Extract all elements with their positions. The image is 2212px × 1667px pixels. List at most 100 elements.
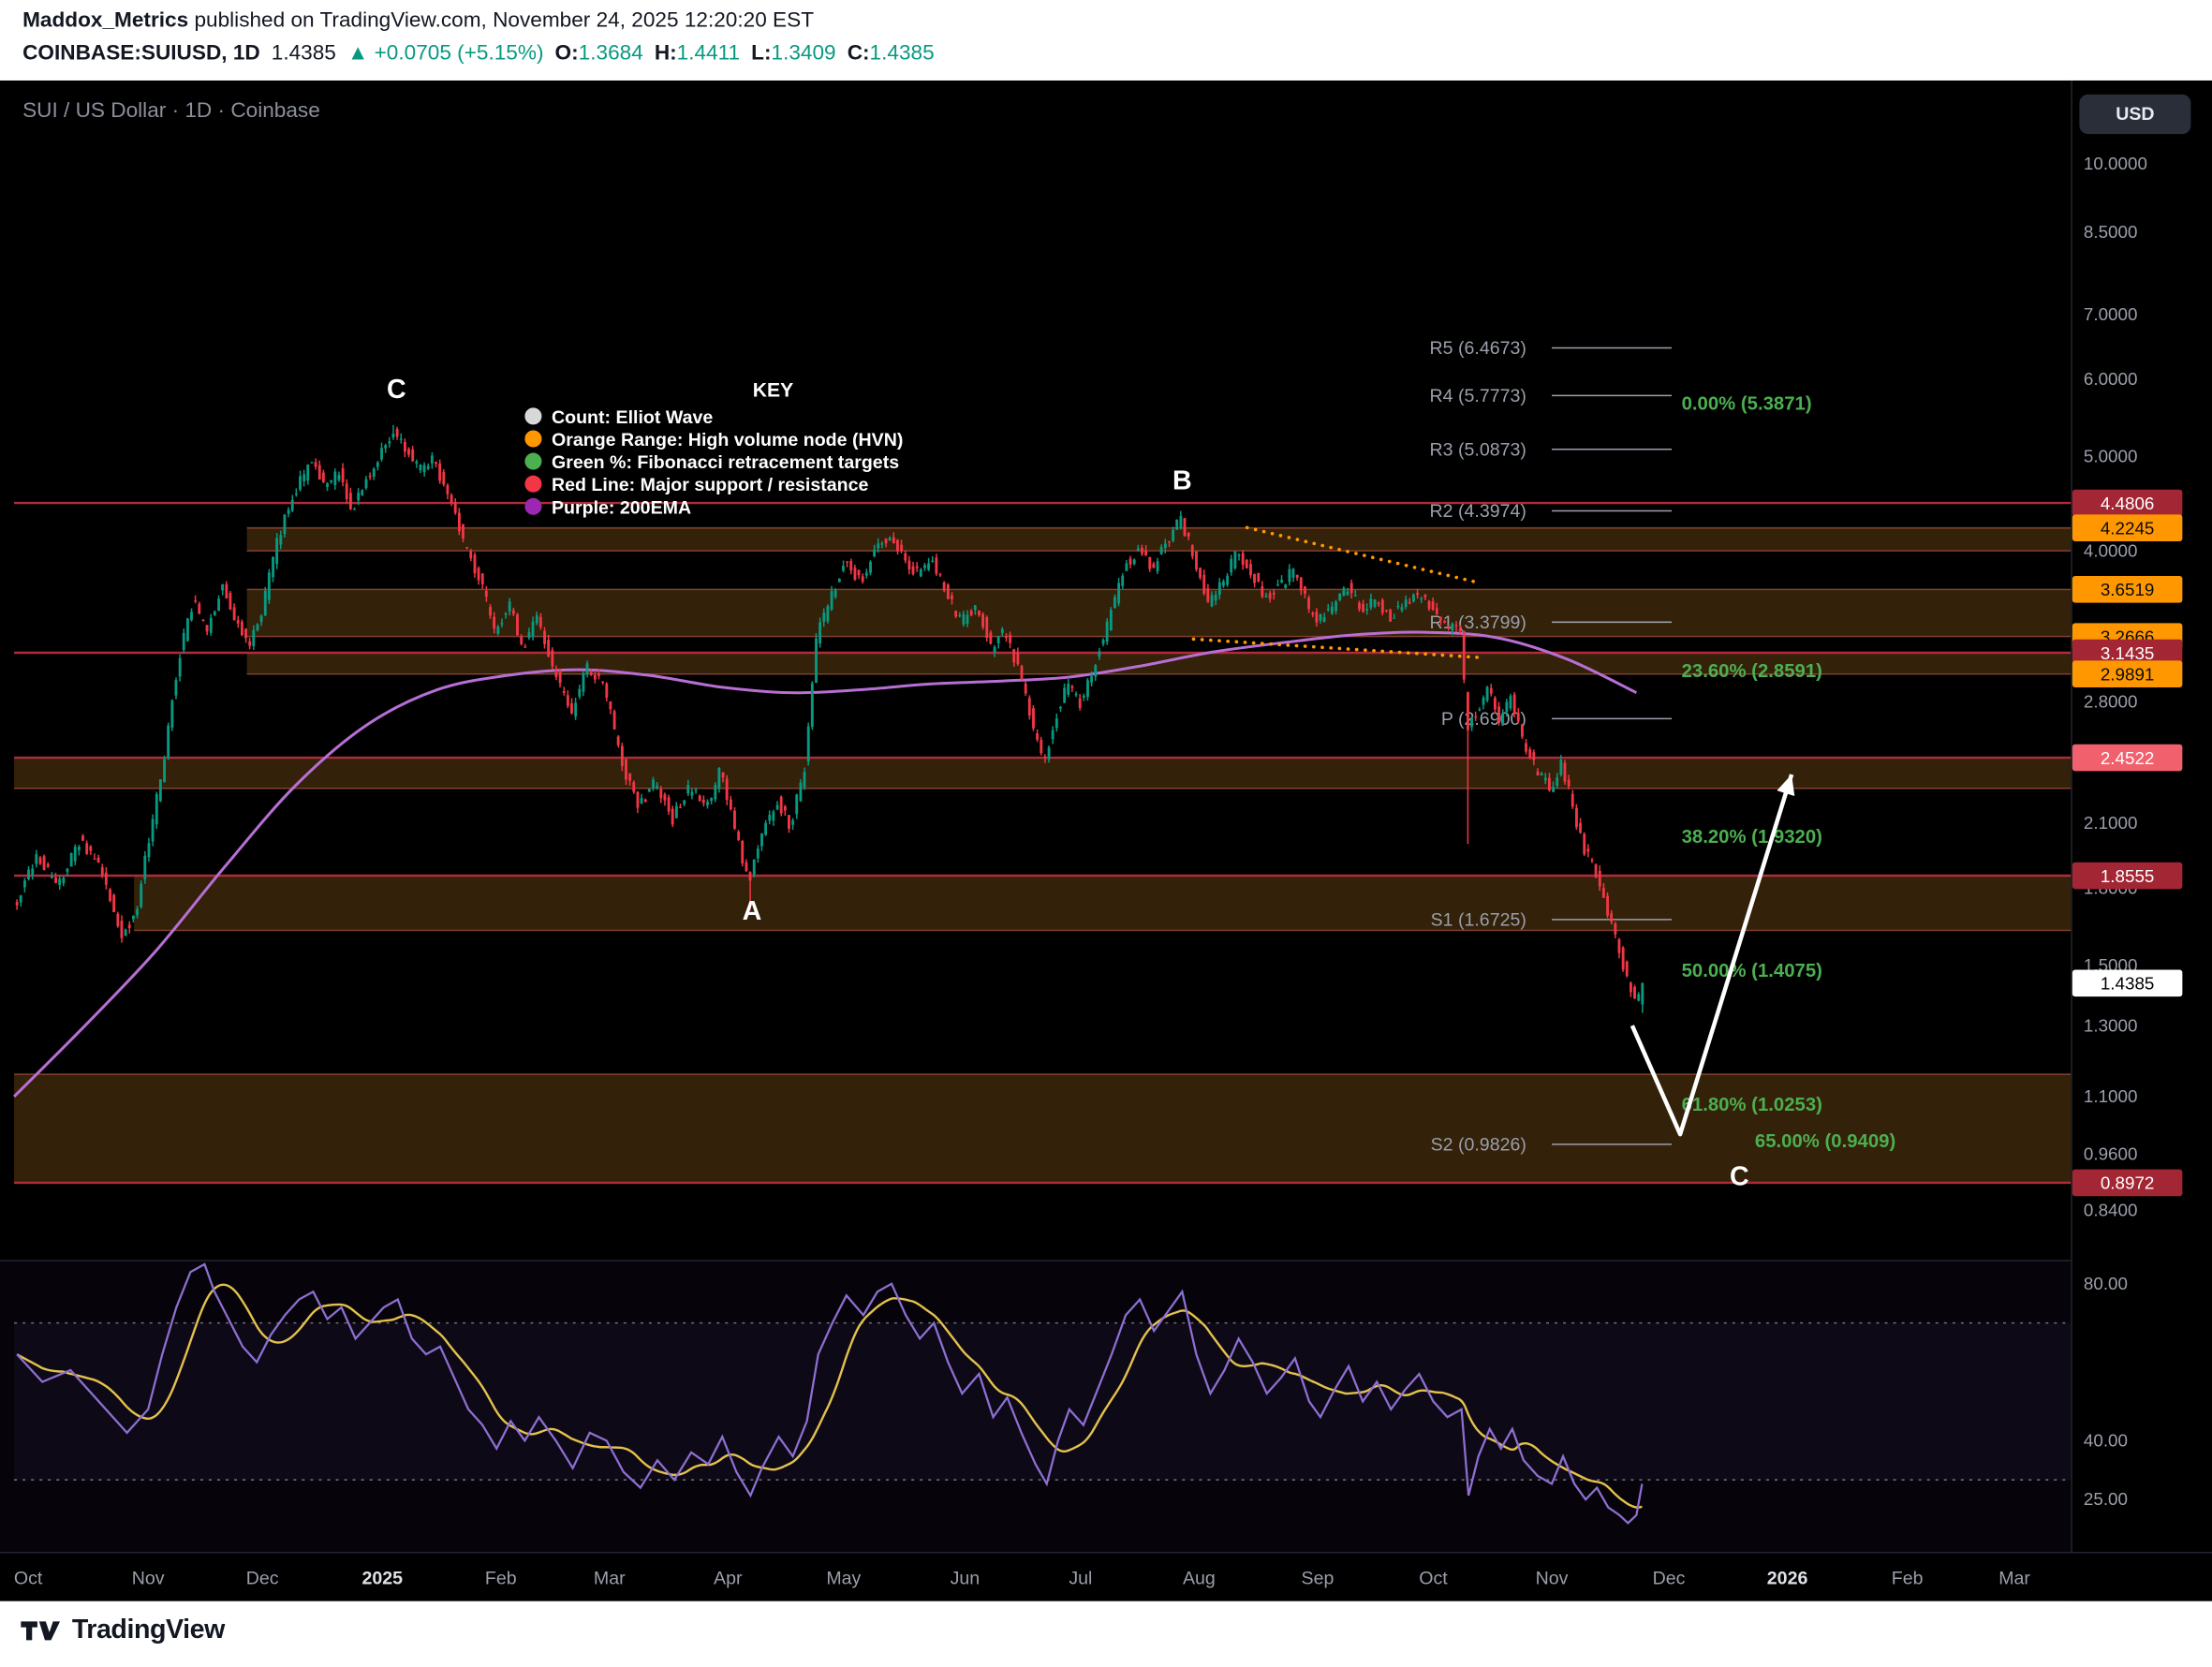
key-item: Purple: 200EMA xyxy=(524,495,1021,518)
pivot-levels: R5 (6.4673) R4 (5.7773) R3 (5.0873) R2 (4.3… xyxy=(1430,338,1673,1156)
svg-text:1.4385: 1.4385 xyxy=(2101,974,2155,994)
svg-text:0.8400: 0.8400 xyxy=(2084,1201,2138,1220)
svg-text:2026: 2026 xyxy=(1767,1569,1808,1589)
elliot-wave-dot-icon xyxy=(524,407,542,425)
svg-text:23.60% (2.8591): 23.60% (2.8591) xyxy=(1682,661,1822,682)
svg-text:50.00% (1.4075): 50.00% (1.4075) xyxy=(1682,961,1822,981)
key-item-label: Purple: 200EMA xyxy=(551,495,692,518)
ohlc-open-value: 1.3684 xyxy=(578,40,643,66)
svg-text:Oct: Oct xyxy=(14,1569,43,1589)
svg-text:2.9891: 2.9891 xyxy=(2101,665,2155,685)
price-badge: 4.4806 xyxy=(2072,489,2183,517)
svg-text:Dec: Dec xyxy=(246,1569,279,1589)
currency-usd-button[interactable]: USD xyxy=(2079,94,2191,135)
ohlc-close: C:1.4385 xyxy=(848,41,935,66)
svg-text:Mar: Mar xyxy=(1998,1569,2030,1589)
svg-text:0.8972: 0.8972 xyxy=(2101,1173,2155,1193)
publish-line: Maddox_Metrics published on TradingView.… xyxy=(22,8,814,33)
price-badge: 4.2245 xyxy=(2072,514,2183,541)
svg-text:Apr: Apr xyxy=(714,1569,743,1589)
svg-text:May: May xyxy=(826,1569,861,1589)
svg-text:Oct: Oct xyxy=(1419,1569,1448,1589)
svg-text:S2 (0.9826): S2 (0.9826) xyxy=(1431,1135,1526,1156)
price-badge: 3.1435 xyxy=(2072,639,2183,667)
svg-text:65.00% (0.9409): 65.00% (0.9409) xyxy=(1755,1131,1895,1152)
key-title: KEY xyxy=(752,377,794,401)
key-item: Count: Elliot Wave xyxy=(524,405,1021,427)
svg-text:3.1435: 3.1435 xyxy=(2101,643,2155,663)
svg-text:0.9600: 0.9600 xyxy=(2084,1143,2138,1163)
tradingview-mark-icon xyxy=(21,1621,61,1641)
key-item-label: Orange Range: High volume node (HVN) xyxy=(551,428,904,450)
svg-text:61.80% (1.0253): 61.80% (1.0253) xyxy=(1682,1095,1822,1115)
support-resistance-lines xyxy=(14,501,2072,1185)
fibonacci-labels: 0.00% (5.3871) 23.60% (2.8591) 38.20% (1.9… xyxy=(1682,393,1896,1152)
tradingview-wordmark: TradingView xyxy=(71,1615,226,1645)
svg-text:B: B xyxy=(1172,466,1192,496)
svg-text:3.6519: 3.6519 xyxy=(2101,580,2155,599)
ohlc-high: H:1.4411 xyxy=(655,41,740,66)
key-item-label: Red Line: Major support / resistance xyxy=(551,473,869,494)
chart-symbol-title: SUI / US Dollar · 1D · Coinbase xyxy=(22,98,320,124)
svg-text:1.1000: 1.1000 xyxy=(2084,1086,2138,1106)
ohlc-low: L:1.3409 xyxy=(751,41,835,66)
svg-text:1.8555: 1.8555 xyxy=(2101,866,2155,886)
key-item: Green %: Fibonacci retracement targets xyxy=(524,450,1021,473)
price-axis[interactable]: 10.0000 8.5000 7.0000 6.0000 5.0000 4.0000 2.8… xyxy=(2071,80,2212,1601)
svg-text:P (2.6900): P (2.6900) xyxy=(1441,709,1526,730)
price-change: ▲ +0.0705 (+5.15%) xyxy=(347,40,544,66)
svg-text:Jun: Jun xyxy=(951,1569,981,1589)
svg-text:A: A xyxy=(743,896,762,926)
elliott-wave-labels: C B A C xyxy=(387,375,1749,1192)
symbol-title: COINBASE:SUIUSD, 1D xyxy=(22,40,260,66)
svg-text:2.8000: 2.8000 xyxy=(2084,691,2138,711)
ohlc-high-value: 1.4411 xyxy=(676,40,741,66)
author-link[interactable]: Maddox_Metrics xyxy=(22,8,189,33)
hvn-dot-icon xyxy=(524,430,542,448)
svg-text:Feb: Feb xyxy=(485,1569,517,1589)
publish-header: Maddox_Metrics published on TradingView.… xyxy=(0,0,2212,81)
price-badge: 2.9891 xyxy=(2072,660,2183,688)
svg-text:Aug: Aug xyxy=(1183,1569,1216,1589)
price-chart-canvas[interactable]: R5 (6.4673) R4 (5.7773) R3 (5.0873) R2 (4.3… xyxy=(0,80,2212,1601)
ohlc-close-label: C: xyxy=(847,40,870,66)
svg-text:Mar: Mar xyxy=(594,1569,626,1589)
last-price: 1.4385 xyxy=(271,40,336,66)
rsi-line xyxy=(16,1262,1644,1525)
svg-text:Nov: Nov xyxy=(132,1569,165,1589)
svg-text:7.0000: 7.0000 xyxy=(2084,304,2138,324)
price-badge: 3.6519 xyxy=(2072,576,2183,603)
key-item-label: Count: Elliot Wave xyxy=(551,406,714,427)
svg-text:R2 (4.3974): R2 (4.3974) xyxy=(1430,501,1526,522)
time-axis[interactable]: Oct Nov Dec 2025 Feb Mar Apr May Jun Jul Aug Sep Oct… xyxy=(0,1552,2212,1601)
chart-background xyxy=(0,80,2212,1601)
ema-200-line xyxy=(12,630,1638,1098)
svg-text:Nov: Nov xyxy=(1536,1569,1569,1589)
svg-text:Jul: Jul xyxy=(1069,1569,1092,1589)
price-badge: 0.8972 xyxy=(2072,1169,2183,1197)
svg-text:S1 (1.6725): S1 (1.6725) xyxy=(1431,910,1526,931)
svg-text:4.0000: 4.0000 xyxy=(2084,540,2138,560)
svg-text:4.4806: 4.4806 xyxy=(2101,494,2155,513)
ohlc-open: O:1.3684 xyxy=(555,41,643,66)
svg-text:8.5000: 8.5000 xyxy=(2084,222,2138,242)
svg-text:40.00: 40.00 xyxy=(2084,1430,2128,1450)
svg-text:25.00: 25.00 xyxy=(2084,1489,2128,1509)
ohlc-open-label: O: xyxy=(554,40,579,66)
fib-dot-icon xyxy=(524,452,542,470)
symbol-line: COINBASE:SUIUSD, 1D 1.4385 ▲ +0.0705 (+5… xyxy=(22,41,935,66)
price-badge: 1.4385 xyxy=(2072,969,2183,997)
svg-text:2025: 2025 xyxy=(361,1569,403,1589)
svg-text:C: C xyxy=(1730,1161,1749,1191)
ohlc-low-value: 1.3409 xyxy=(771,40,836,66)
tradingview-logo[interactable]: TradingView xyxy=(20,1615,225,1646)
svg-text:6.0000: 6.0000 xyxy=(2084,369,2138,389)
pennant-lines xyxy=(1191,525,1481,659)
ohlc-close-value: 1.4385 xyxy=(869,40,935,66)
candles xyxy=(15,424,1644,1013)
svg-text:2.1000: 2.1000 xyxy=(2084,813,2138,833)
svg-text:R5 (6.4673): R5 (6.4673) xyxy=(1430,338,1526,359)
svg-text:80.00: 80.00 xyxy=(2084,1274,2128,1293)
svg-text:1.3000: 1.3000 xyxy=(2084,1016,2138,1036)
